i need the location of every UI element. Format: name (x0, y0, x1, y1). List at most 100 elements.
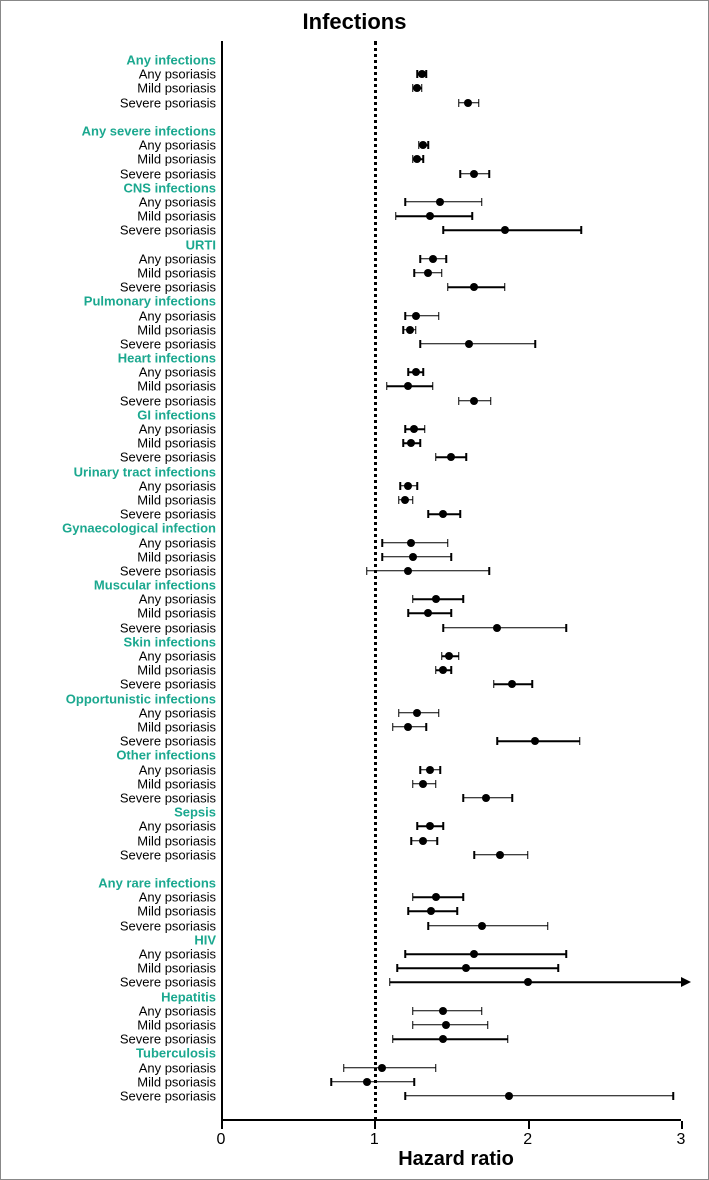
group-header: Sepsis (174, 806, 216, 819)
ci-cap-low (386, 382, 388, 390)
ci-cap-low (458, 397, 460, 405)
ci-cap-high (447, 539, 449, 547)
hr-point (424, 609, 432, 617)
x-tick-label: 2 (523, 1131, 532, 1149)
ci-cap-high (424, 425, 426, 433)
x-tick (221, 1121, 223, 1129)
hr-point (439, 666, 447, 674)
hr-point (413, 84, 421, 92)
group-header: Skin infections (124, 635, 216, 648)
ci-cap-low (403, 326, 405, 334)
ci-line (428, 925, 548, 927)
x-tick-label: 0 (217, 1131, 226, 1149)
ci-line (344, 1067, 436, 1069)
x-tick (528, 1121, 530, 1129)
ci-cap-low (404, 1092, 406, 1100)
row-label: Any psoriasis (139, 68, 216, 81)
hr-point (470, 283, 478, 291)
hr-point (401, 496, 409, 504)
ci-cap-low (435, 666, 437, 674)
ci-cap-low (493, 680, 495, 688)
hr-point (418, 70, 426, 78)
hr-point (464, 99, 472, 107)
row-label: Any psoriasis (139, 1061, 216, 1074)
row-label: Severe psoriasis (120, 167, 216, 180)
ci-cap-high (512, 794, 514, 802)
hr-point (508, 680, 516, 688)
hr-point (412, 368, 420, 376)
row-label: Any psoriasis (139, 536, 216, 549)
row-label: Any psoriasis (139, 195, 216, 208)
ci-cap-low (420, 340, 422, 348)
group-header: GI infections (137, 408, 216, 421)
row-label: Severe psoriasis (120, 96, 216, 109)
hr-point (404, 382, 412, 390)
ci-cap-high (487, 1021, 489, 1029)
ci-line (420, 343, 535, 345)
row-label: Severe psoriasis (120, 508, 216, 521)
hr-point (501, 226, 509, 234)
ci-cap-high (456, 907, 458, 915)
ci-cap-low (443, 226, 445, 234)
ci-cap-low (459, 170, 461, 178)
ci-cap-high (463, 595, 465, 603)
ci-cap-high (565, 624, 567, 632)
hr-point (470, 170, 478, 178)
row-label: Any psoriasis (139, 139, 216, 152)
x-axis (221, 1119, 681, 1121)
ci-cap-high (490, 397, 492, 405)
ci-cap-high (446, 255, 448, 263)
row-label: Severe psoriasis (120, 1033, 216, 1046)
ci-cap-high (423, 368, 425, 376)
row-label: Severe psoriasis (120, 1089, 216, 1102)
ci-cap-high (478, 99, 480, 107)
hr-point (378, 1064, 386, 1072)
ci-cap-low (398, 496, 400, 504)
hr-point (424, 269, 432, 277)
group-header: Any infections (126, 54, 216, 67)
hr-point (426, 766, 434, 774)
ci-cap-high (558, 964, 560, 972)
hr-point (410, 425, 418, 433)
group-header: Heart infections (118, 352, 216, 365)
row-labels-region: Any infectionsAny psoriasisMild psoriasi… (1, 41, 216, 1121)
ci-cap-low (407, 368, 409, 376)
ci-cap-high (472, 212, 474, 220)
hr-point (409, 553, 417, 561)
row-label: Any psoriasis (139, 593, 216, 606)
reference-line (374, 41, 377, 1121)
ci-cap-low (412, 1007, 414, 1015)
hr-point (406, 326, 414, 334)
row-label: Any psoriasis (139, 252, 216, 265)
ci-cap-high (547, 922, 549, 930)
group-header: Opportunistic infections (66, 692, 216, 705)
ci-cap-low (473, 851, 475, 859)
ci-cap-low (397, 964, 399, 972)
group-header: Any severe infections (82, 125, 216, 138)
hr-point (426, 212, 434, 220)
hr-point (465, 340, 473, 348)
hr-point (404, 482, 412, 490)
row-label: Severe psoriasis (120, 337, 216, 350)
hr-point (439, 1035, 447, 1043)
chart-title: Infections (1, 9, 708, 35)
ci-cap-high (579, 737, 581, 745)
row-label: Severe psoriasis (120, 919, 216, 932)
ci-cap-low (496, 737, 498, 745)
ci-cap-low (412, 595, 414, 603)
ci-cap-low (417, 822, 419, 830)
ci-cap-high (432, 382, 434, 390)
hr-point (462, 964, 470, 972)
ci-line (367, 570, 490, 572)
group-header: Tuberculosis (136, 1047, 216, 1060)
group-header: Pulmonary infections (84, 295, 216, 308)
ci-cap-high (450, 609, 452, 617)
ci-cap-low (395, 212, 397, 220)
ci-cap-low (404, 312, 406, 320)
hr-point (439, 510, 447, 518)
ci-cap-low (427, 510, 429, 518)
row-label: Severe psoriasis (120, 791, 216, 804)
hr-point (429, 255, 437, 263)
group-header: Muscular infections (94, 579, 216, 592)
ci-cap-low (412, 893, 414, 901)
